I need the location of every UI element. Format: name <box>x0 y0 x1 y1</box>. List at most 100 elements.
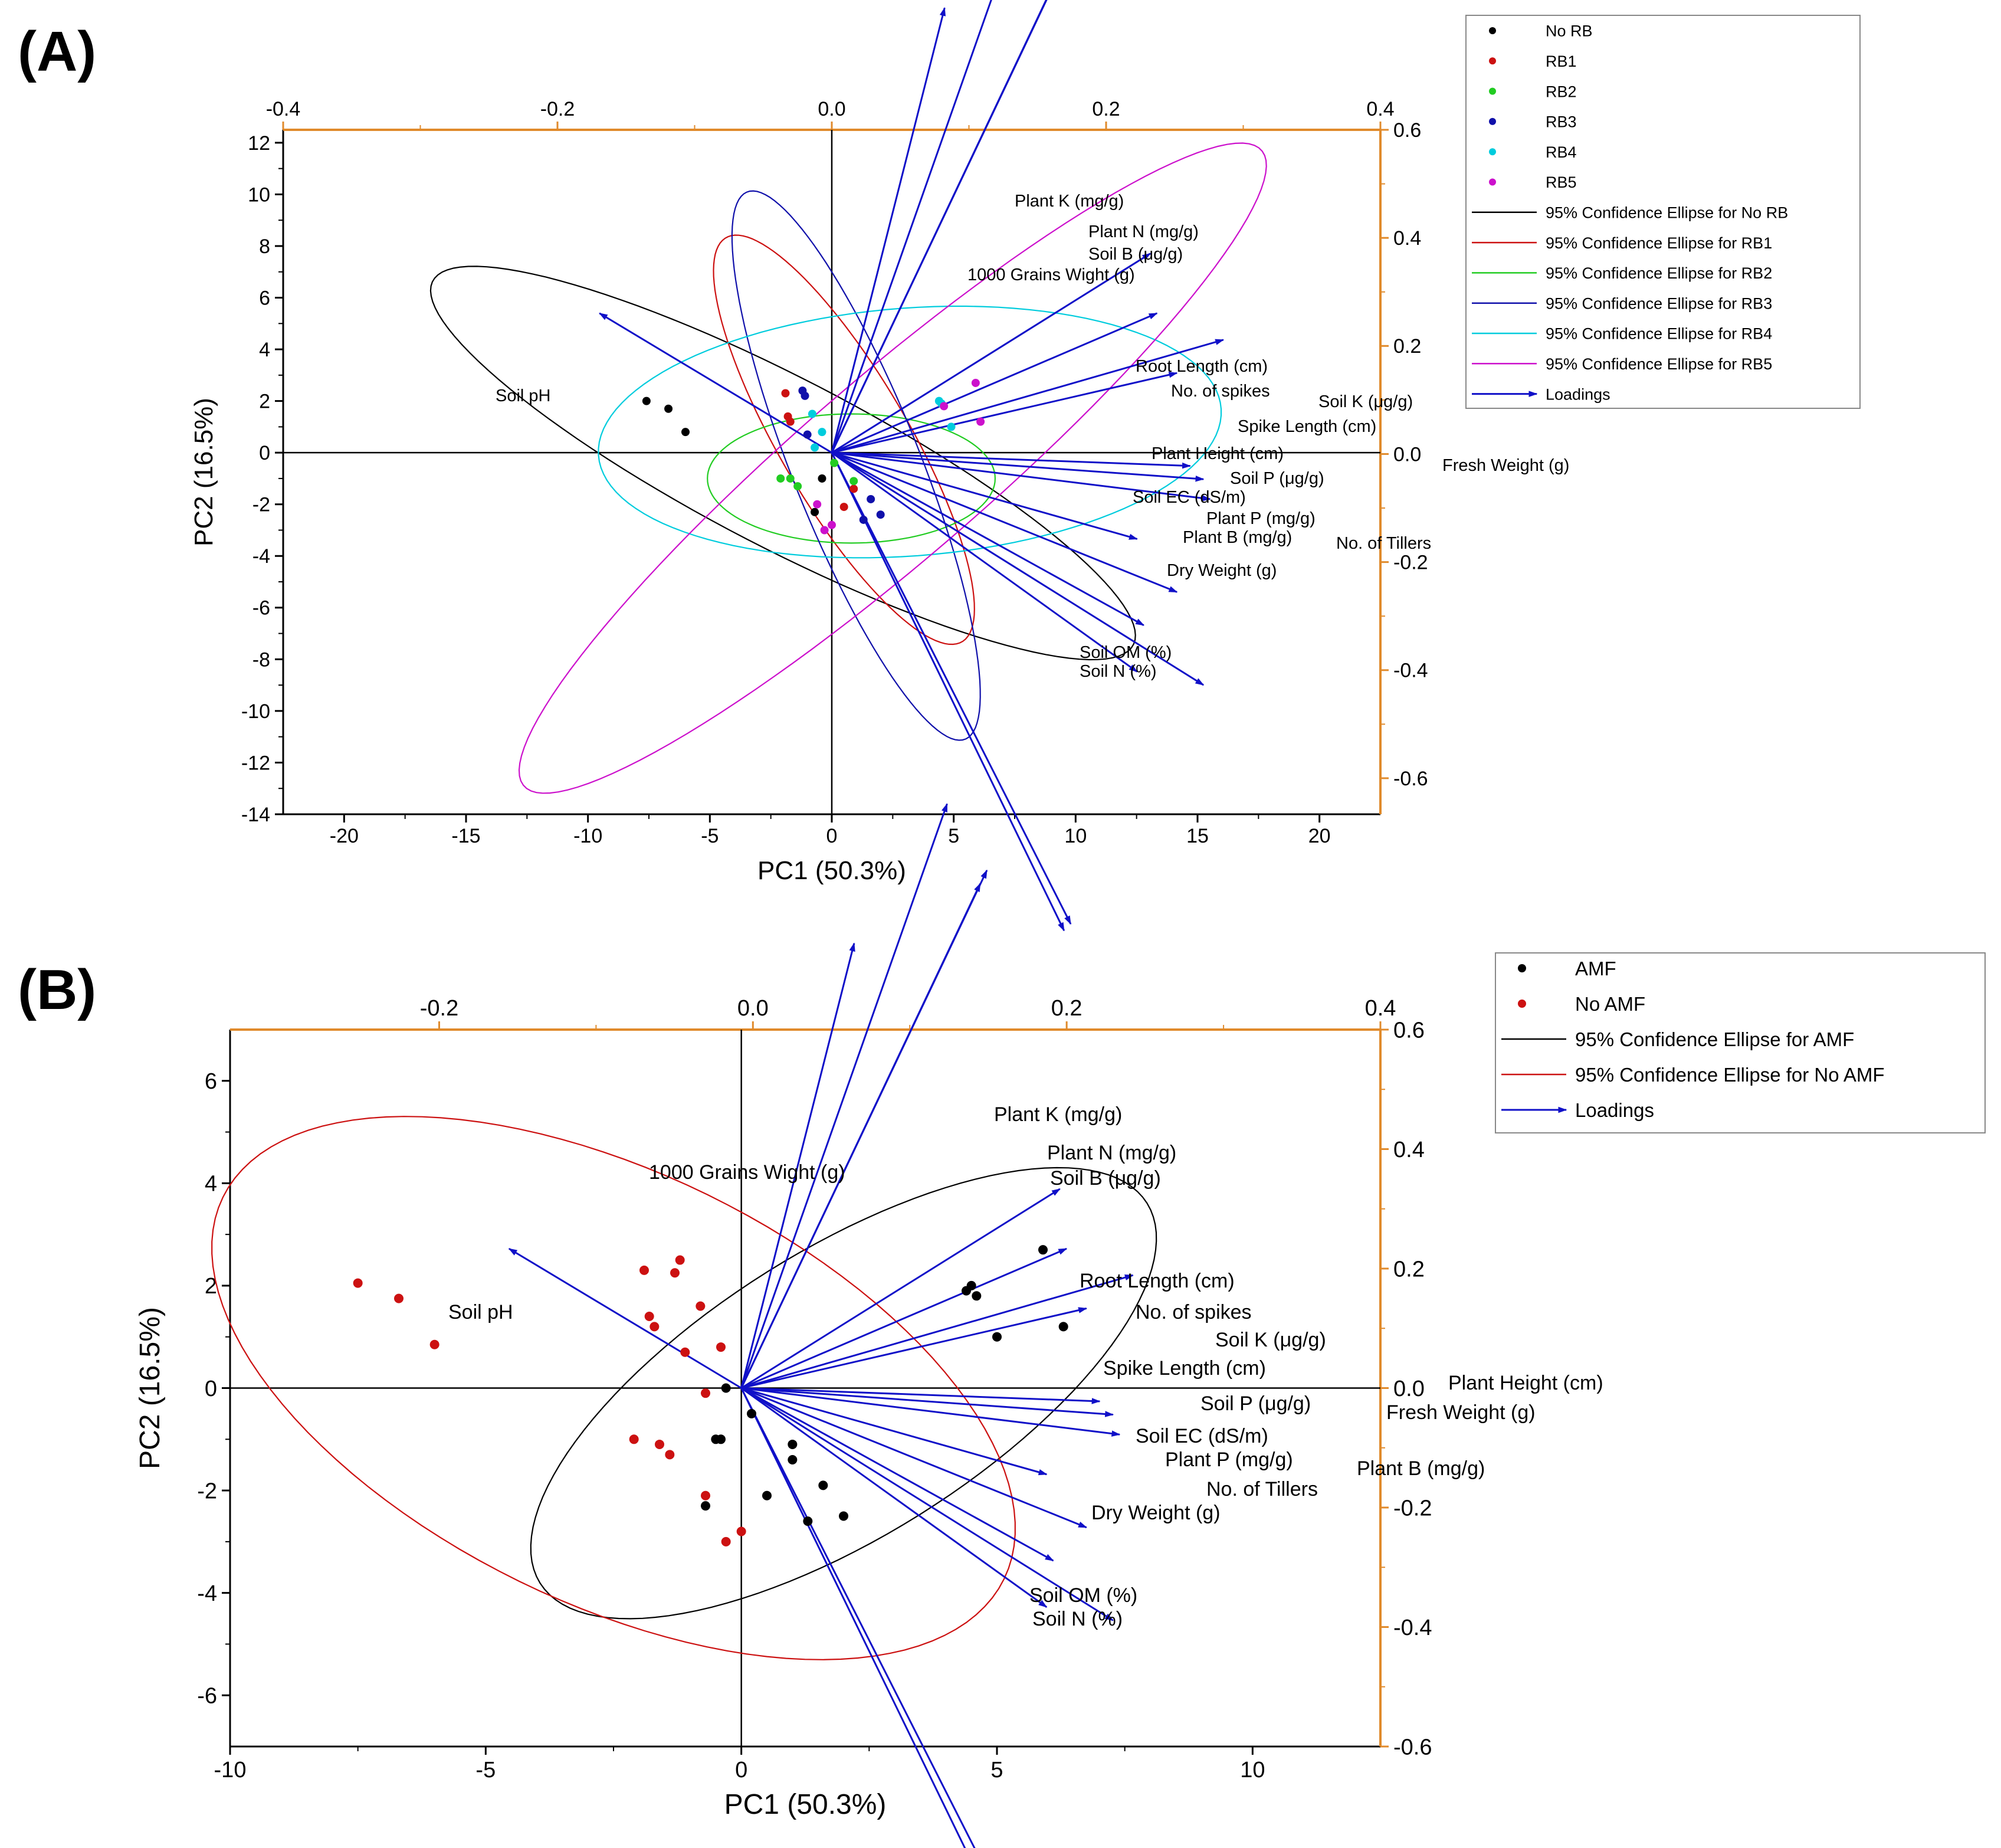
top-tick-label: -0.4 <box>266 98 301 120</box>
top-tick-label: 0.0 <box>818 98 845 120</box>
data-point <box>803 1516 813 1526</box>
data-point <box>680 1347 690 1357</box>
y-tick-label: -6 <box>252 597 270 620</box>
data-point <box>353 1278 363 1288</box>
confidence-ellipse <box>598 305 1222 559</box>
data-point <box>818 1480 828 1490</box>
data-point <box>830 458 839 467</box>
loading-arrow <box>831 372 1178 454</box>
loading-label: Soil EC (dS/m) <box>1133 488 1246 507</box>
data-point <box>696 1301 706 1311</box>
loading-label: Soil pH <box>448 1301 513 1323</box>
x-tick-label: -10 <box>214 1758 247 1783</box>
data-point <box>849 484 858 493</box>
loading-label: Plant Height (cm) <box>1448 1372 1603 1394</box>
y-tick-label: 0 <box>259 442 270 464</box>
right-tick-label: -0.4 <box>1393 660 1428 682</box>
data-point <box>788 1439 798 1449</box>
loading-arrow <box>831 451 1205 686</box>
x-axis-title: PC1 (50.3%) <box>724 1789 887 1820</box>
legend-entry: 95% Confidence Ellipse for AMF <box>1575 1028 1854 1050</box>
data-point <box>649 1322 660 1332</box>
data-point <box>747 1408 756 1418</box>
right-tick-label: 0.4 <box>1393 227 1421 250</box>
y-tick-label: 6 <box>205 1069 217 1094</box>
y-tick-label: -6 <box>197 1684 217 1709</box>
data-point <box>828 520 836 529</box>
y-tick-label: -4 <box>197 1581 217 1606</box>
data-point <box>811 443 819 452</box>
data-point <box>940 402 949 411</box>
legend: No RB RB1 RB2 RB3 RB4 RB5 95% Confidence Ellip… <box>1465 15 1861 409</box>
loading-label: Plant P (mg/g) <box>1206 509 1316 528</box>
legend-entry: RB3 <box>1546 113 1577 131</box>
data-point <box>721 1383 731 1393</box>
data-point <box>721 1536 731 1546</box>
loading-label: Plant B (mg/g) <box>1183 528 1292 547</box>
right-tick-label: -0.4 <box>1393 1616 1432 1640</box>
top-tick-label: 0.2 <box>1051 996 1082 1021</box>
data-point <box>1058 1322 1068 1332</box>
loading-arrow <box>740 1387 1114 1621</box>
x-axis-title: PC1 (50.3%) <box>757 856 906 885</box>
loading-label: Soil K (μg/g) <box>1318 392 1413 411</box>
loading-arrow <box>740 1387 1054 1562</box>
loading-arrow <box>831 451 1145 626</box>
loading-label: Plant Height (cm) <box>1152 444 1284 463</box>
loading-arrow <box>831 0 1048 453</box>
legend-entry: No AMF <box>1575 993 1645 1015</box>
loading-arrow <box>741 1387 1088 1529</box>
data-point <box>639 1265 649 1275</box>
x-tick-label: -20 <box>330 825 359 847</box>
top-tick-label: 0.0 <box>737 996 769 1021</box>
legend-entry: 95% Confidence Ellipse for RB3 <box>1546 294 1772 312</box>
data-point <box>808 409 816 418</box>
y-tick-label: -10 <box>241 700 270 723</box>
y-tick-label: 2 <box>259 391 270 413</box>
x-tick-label: 5 <box>948 825 959 847</box>
loading-arrow <box>831 253 1152 454</box>
y-tick-label: -2 <box>197 1479 217 1503</box>
loading-label: Soil B (μg/g) <box>1088 245 1183 264</box>
data-point <box>655 1439 664 1449</box>
loading-label: Soil OM (%) <box>1029 1584 1137 1607</box>
legend-point-symbol <box>1489 87 1496 95</box>
y-tick-label: 12 <box>248 132 270 155</box>
data-point <box>813 500 822 509</box>
legend-entry: RB5 <box>1546 173 1577 191</box>
data-point <box>966 1280 976 1290</box>
data-point <box>629 1434 639 1444</box>
loading-arrow <box>508 1247 742 1389</box>
loading-arrow <box>740 1387 1048 1608</box>
top-tick-label: 0.4 <box>1365 996 1396 1021</box>
legend-point-symbol <box>1518 1000 1526 1008</box>
data-point <box>803 430 812 439</box>
data-point <box>701 1501 710 1511</box>
loading-label: Plant K (mg/g) <box>1015 192 1124 211</box>
right-tick-label: 0.2 <box>1393 1257 1425 1282</box>
loading-arrow <box>741 1387 1121 1437</box>
data-point <box>394 1293 404 1303</box>
data-point <box>859 515 868 524</box>
panel-label: (B) <box>18 958 96 1021</box>
legend-entry: RB4 <box>1546 143 1577 161</box>
loading-arrow <box>741 1387 1101 1404</box>
loading-label: Plant K (mg/g) <box>994 1103 1122 1126</box>
loading-arrow <box>831 312 1158 454</box>
x-tick-label: -5 <box>701 825 719 847</box>
legend-entry: No RB <box>1546 22 1593 40</box>
data-point <box>665 1450 675 1460</box>
legend-point-symbol <box>1489 57 1496 65</box>
y-tick-label: 6 <box>259 287 270 309</box>
right-tick-label: 0.4 <box>1393 1138 1425 1162</box>
data-point <box>992 1332 1002 1342</box>
confidence-ellipse <box>731 190 981 741</box>
loading-label: Spike Length (cm) <box>1238 417 1376 436</box>
loading-arrow <box>831 6 946 453</box>
y-tick-label: 8 <box>259 235 270 258</box>
loading-arrow <box>740 1387 976 1848</box>
y-tick-label: 0 <box>205 1377 217 1401</box>
loading-arrow <box>741 1247 1068 1389</box>
right-tick-label: 0.0 <box>1393 443 1421 466</box>
data-point <box>793 482 802 491</box>
